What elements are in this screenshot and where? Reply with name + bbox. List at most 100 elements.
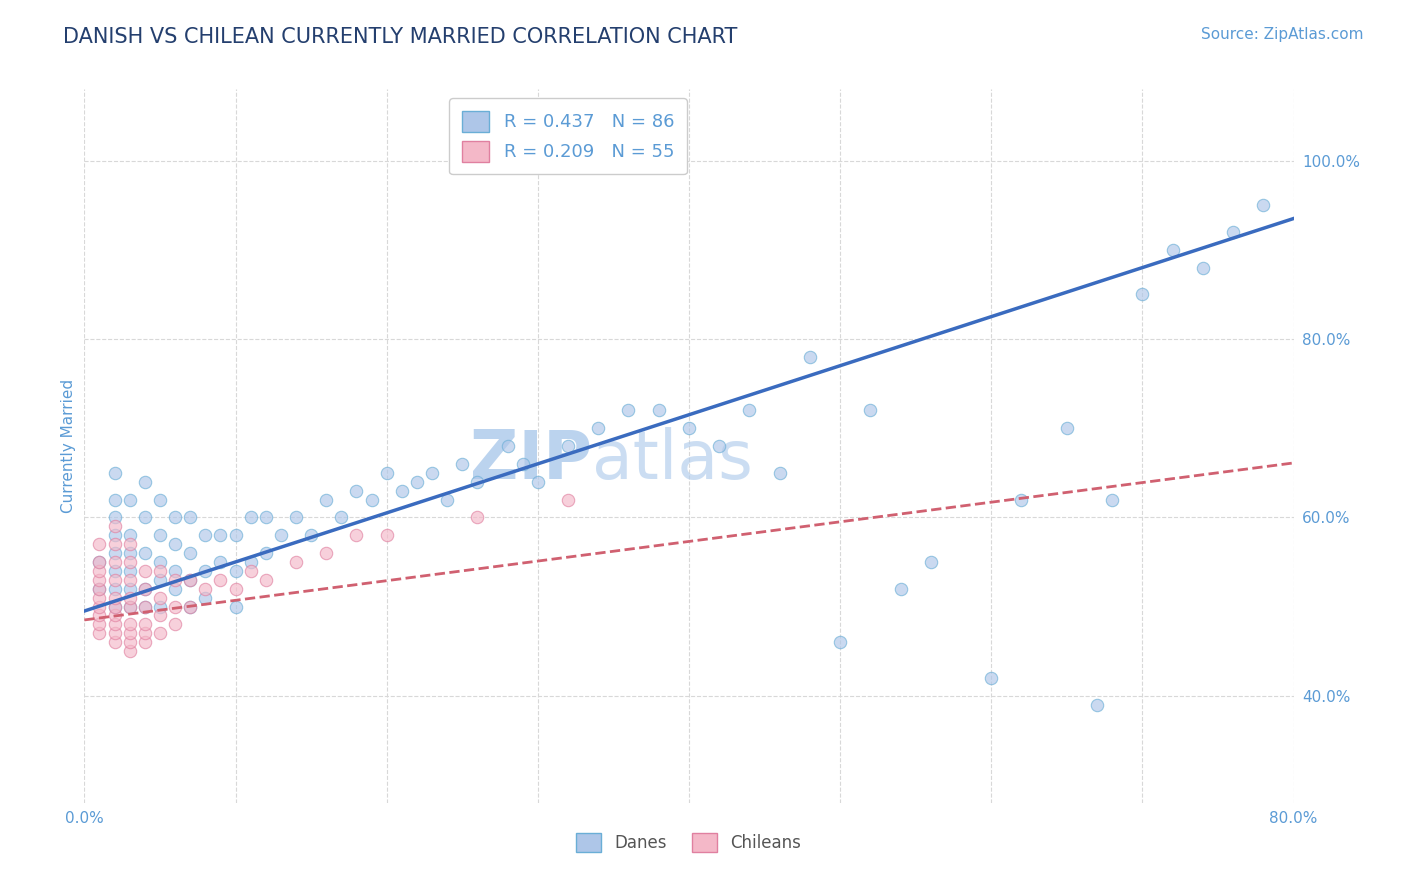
Point [118, 582, 141, 596]
Point [648, 403, 671, 417]
Point [134, 582, 156, 596]
Point [436, 492, 458, 507]
Point [467, 475, 489, 489]
Point [859, 403, 882, 417]
Point [149, 555, 172, 569]
Point [165, 582, 187, 596]
Point [89, 555, 111, 569]
Point [118, 546, 141, 560]
Point [254, 573, 277, 587]
Point [104, 591, 127, 605]
Point [225, 582, 247, 596]
Point [104, 599, 127, 614]
Point [920, 555, 942, 569]
Point [89, 573, 111, 587]
Point [467, 510, 489, 524]
Point [254, 510, 277, 524]
Point [104, 626, 127, 640]
Text: ZIP: ZIP [470, 427, 592, 493]
Point [149, 573, 172, 587]
Point [149, 591, 172, 605]
Point [179, 573, 201, 587]
Point [738, 403, 761, 417]
Point [104, 573, 127, 587]
Text: Source: ZipAtlas.com: Source: ZipAtlas.com [1201, 27, 1364, 42]
Point [134, 475, 156, 489]
Point [89, 537, 111, 551]
Point [346, 483, 368, 498]
Point [1130, 287, 1153, 301]
Text: atlas: atlas [592, 427, 754, 493]
Point [118, 599, 141, 614]
Point [89, 626, 111, 640]
Point [209, 573, 232, 587]
Point [118, 591, 141, 605]
Point [179, 573, 201, 587]
Point [134, 626, 156, 640]
Point [209, 555, 232, 569]
Point [557, 439, 579, 453]
Point [179, 546, 201, 560]
Point [104, 519, 127, 533]
Point [104, 492, 127, 507]
Point [89, 582, 111, 596]
Point [285, 510, 308, 524]
Point [89, 608, 111, 623]
Point [420, 466, 443, 480]
Point [118, 537, 141, 551]
Point [104, 635, 127, 649]
Point [104, 582, 127, 596]
Point [1222, 225, 1244, 239]
Point [134, 635, 156, 649]
Point [149, 492, 172, 507]
Point [346, 528, 368, 542]
Point [254, 546, 277, 560]
Point [194, 591, 217, 605]
Point [134, 617, 156, 632]
Point [134, 564, 156, 578]
Point [617, 403, 640, 417]
Point [118, 573, 141, 587]
Point [104, 466, 127, 480]
Point [89, 564, 111, 578]
Point [980, 671, 1002, 685]
Point [179, 510, 201, 524]
Point [225, 564, 247, 578]
Point [104, 608, 127, 623]
Legend: Danes, Chileans: Danes, Chileans [569, 826, 808, 859]
Point [89, 599, 111, 614]
Point [194, 582, 217, 596]
Point [89, 582, 111, 596]
Point [527, 475, 550, 489]
Point [678, 421, 700, 435]
Point [134, 510, 156, 524]
Point [165, 564, 187, 578]
Point [134, 599, 156, 614]
Point [104, 510, 127, 524]
Point [134, 599, 156, 614]
Point [165, 537, 187, 551]
Point [165, 599, 187, 614]
Point [209, 528, 232, 542]
Point [118, 599, 141, 614]
Point [165, 510, 187, 524]
Point [1253, 198, 1275, 212]
Point [890, 582, 912, 596]
Point [769, 466, 792, 480]
Point [1161, 243, 1184, 257]
Point [104, 617, 127, 632]
Point [118, 492, 141, 507]
Text: DANISH VS CHILEAN CURRENTLY MARRIED CORRELATION CHART: DANISH VS CHILEAN CURRENTLY MARRIED CORR… [63, 27, 738, 46]
Point [391, 483, 413, 498]
Point [239, 555, 262, 569]
Point [239, 510, 262, 524]
Point [1101, 492, 1123, 507]
Point [118, 644, 141, 658]
Point [89, 555, 111, 569]
Point [330, 510, 353, 524]
Point [118, 626, 141, 640]
Point [149, 599, 172, 614]
Point [118, 564, 141, 578]
Point [1056, 421, 1078, 435]
Point [1192, 260, 1215, 275]
